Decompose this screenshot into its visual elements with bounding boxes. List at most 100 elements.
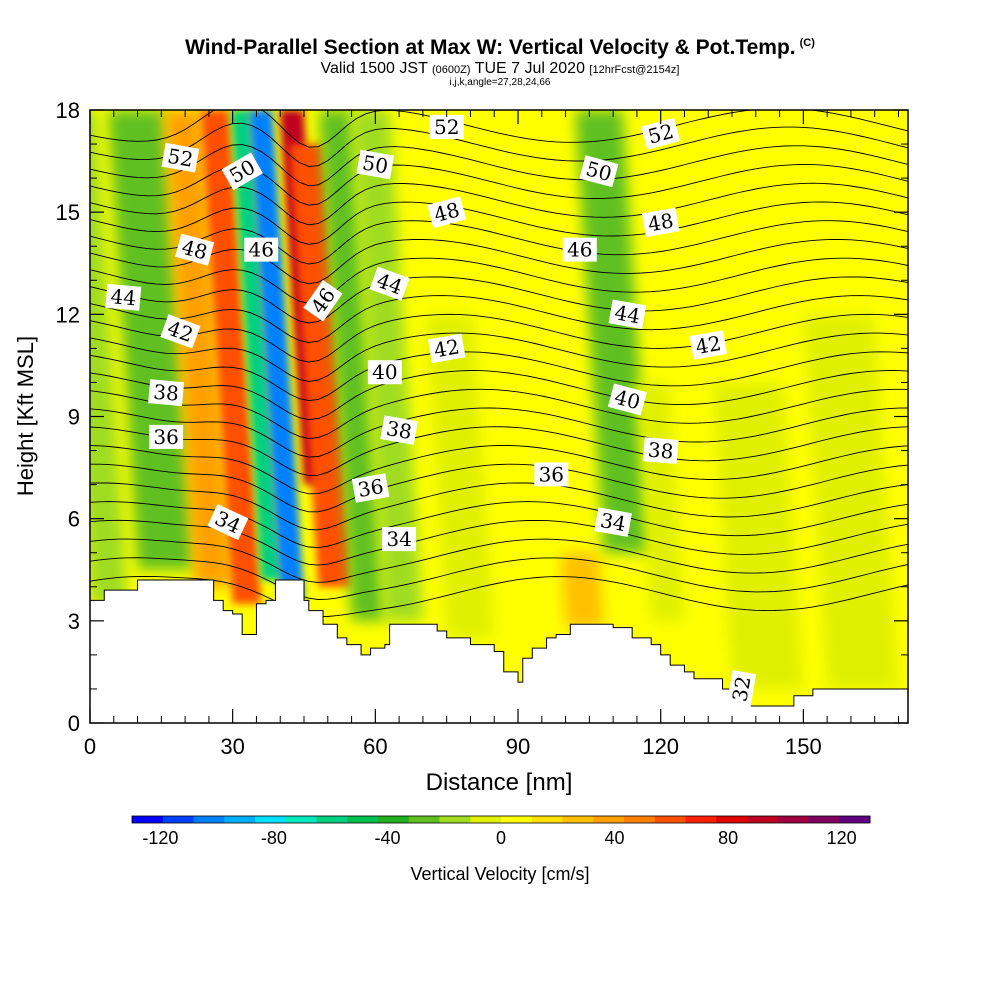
contour-label-text: 36 bbox=[356, 474, 385, 502]
isentrope bbox=[90, 463, 908, 513]
contour-label-box bbox=[105, 283, 142, 311]
contour-label: 36 bbox=[351, 473, 390, 503]
isentrope bbox=[90, 295, 908, 344]
contour-label-box bbox=[367, 360, 402, 385]
contour-label-box bbox=[369, 266, 410, 301]
isentrope bbox=[90, 110, 908, 148]
colorbar-tick-label: -120 bbox=[142, 828, 178, 848]
contour-label-box bbox=[562, 237, 597, 262]
contour-label: 46 bbox=[562, 237, 597, 262]
isentrope-lines bbox=[90, 110, 908, 617]
contour-label-text: 36 bbox=[539, 462, 564, 486]
colorbar-swatch bbox=[501, 816, 533, 823]
contour-label-text: 42 bbox=[432, 334, 461, 362]
contour-label-text: 46 bbox=[567, 238, 592, 262]
contour-label-text: 52 bbox=[434, 115, 459, 139]
colorbar-label: Vertical Velocity [cm/s] bbox=[410, 864, 589, 884]
colorbar-swatch bbox=[716, 816, 748, 823]
contour-label: 44 bbox=[105, 283, 142, 311]
contour-label-box bbox=[380, 415, 418, 445]
colorbar-swatch bbox=[839, 816, 871, 823]
contour-label: 42 bbox=[689, 330, 728, 360]
contour-label-box bbox=[726, 670, 757, 708]
colorbar-swatch bbox=[132, 816, 164, 823]
colorbar-swatch bbox=[193, 816, 225, 823]
contour-label: 50 bbox=[356, 149, 395, 180]
contour-label: 48 bbox=[641, 207, 680, 238]
contour-label-box bbox=[429, 115, 464, 139]
isentrope bbox=[90, 482, 908, 531]
colorbar-tick-label: -40 bbox=[374, 828, 400, 848]
chart-title: Wind-Parallel Section at Max W: Vertical… bbox=[185, 36, 815, 59]
isentrope bbox=[90, 407, 908, 458]
contour-label-box bbox=[641, 207, 680, 238]
contour-label: 34 bbox=[382, 527, 417, 552]
contour-label-box bbox=[351, 473, 390, 503]
isentrope bbox=[90, 332, 908, 382]
colorbar-swatch bbox=[439, 816, 471, 823]
colorbar-swatch bbox=[777, 816, 809, 823]
chart-subtitle: Valid 1500 JST (0600Z) TUE 7 Jul 2020 [1… bbox=[320, 60, 680, 77]
contour-label-box bbox=[534, 462, 569, 487]
velocity-cell bbox=[163, 110, 233, 587]
contour-label-box bbox=[356, 149, 395, 180]
isentrope bbox=[90, 426, 908, 477]
velocity-cell bbox=[90, 110, 129, 604]
velocity-cell bbox=[560, 552, 604, 628]
isentrope bbox=[90, 351, 908, 402]
x-tick-label: 60 bbox=[363, 734, 387, 759]
colorbar-swatch bbox=[747, 816, 779, 823]
contour-label-box bbox=[642, 437, 679, 465]
contour-label: 52 bbox=[429, 115, 464, 139]
contour-label-box bbox=[175, 233, 215, 266]
contour-label-text: 36 bbox=[153, 425, 178, 449]
contour-label: 38 bbox=[380, 415, 418, 445]
colorbar-tick-label: 0 bbox=[496, 828, 506, 848]
colorbar-swatch bbox=[347, 816, 379, 823]
contour-label-text: 32 bbox=[727, 674, 755, 703]
contour-label: 36 bbox=[534, 462, 569, 487]
contour-label-box bbox=[607, 383, 647, 416]
contour-label: 52 bbox=[161, 142, 200, 173]
colorbar-swatch bbox=[378, 816, 410, 823]
colorbar-swatch bbox=[285, 816, 317, 823]
isentrope bbox=[90, 238, 908, 285]
isentrope bbox=[90, 257, 908, 304]
y-axis-label: Height [Kft MSL] bbox=[13, 336, 38, 496]
contour-label-text: 52 bbox=[166, 144, 195, 172]
contour-label-text: 44 bbox=[110, 284, 137, 310]
contour-label-box bbox=[608, 299, 647, 330]
contour-label-text: 38 bbox=[647, 438, 674, 464]
contour-label-text: 40 bbox=[372, 360, 397, 384]
isentrope bbox=[90, 445, 908, 495]
contour-label-text: 34 bbox=[386, 527, 411, 551]
contour-label: 38 bbox=[642, 437, 679, 465]
x-tick-label: 30 bbox=[220, 734, 244, 759]
contour-label-box bbox=[427, 333, 466, 364]
contour-label-text: 38 bbox=[384, 416, 413, 444]
contour-label-text: 38 bbox=[152, 380, 179, 406]
y-tick-label: 3 bbox=[68, 609, 80, 634]
contour-label-box bbox=[689, 330, 728, 360]
contour-label-text: 48 bbox=[646, 208, 675, 236]
colorbar-swatch bbox=[624, 816, 656, 823]
contour-label: 44 bbox=[608, 299, 647, 330]
contour-label-box bbox=[207, 504, 249, 541]
colorbar-swatch bbox=[593, 816, 625, 823]
contour-label-box bbox=[160, 314, 201, 349]
contour-label: 34 bbox=[594, 507, 632, 537]
isentrope bbox=[90, 538, 908, 583]
x-tick-label: 0 bbox=[84, 734, 96, 759]
contour-label: 38 bbox=[148, 379, 185, 407]
colorbar-swatch bbox=[408, 816, 440, 823]
chart-indices: i,j,k,angle=27,28,24,66 bbox=[449, 77, 551, 88]
contour-label: 40 bbox=[367, 360, 402, 385]
isentrope bbox=[90, 557, 908, 600]
colorbar-swatch bbox=[224, 816, 256, 823]
isentrope bbox=[90, 201, 908, 245]
velocity-cell bbox=[802, 314, 899, 689]
colorbar-swatch bbox=[562, 816, 594, 823]
x-tick-label: 90 bbox=[506, 734, 530, 759]
colorbar-frame bbox=[131, 815, 871, 824]
